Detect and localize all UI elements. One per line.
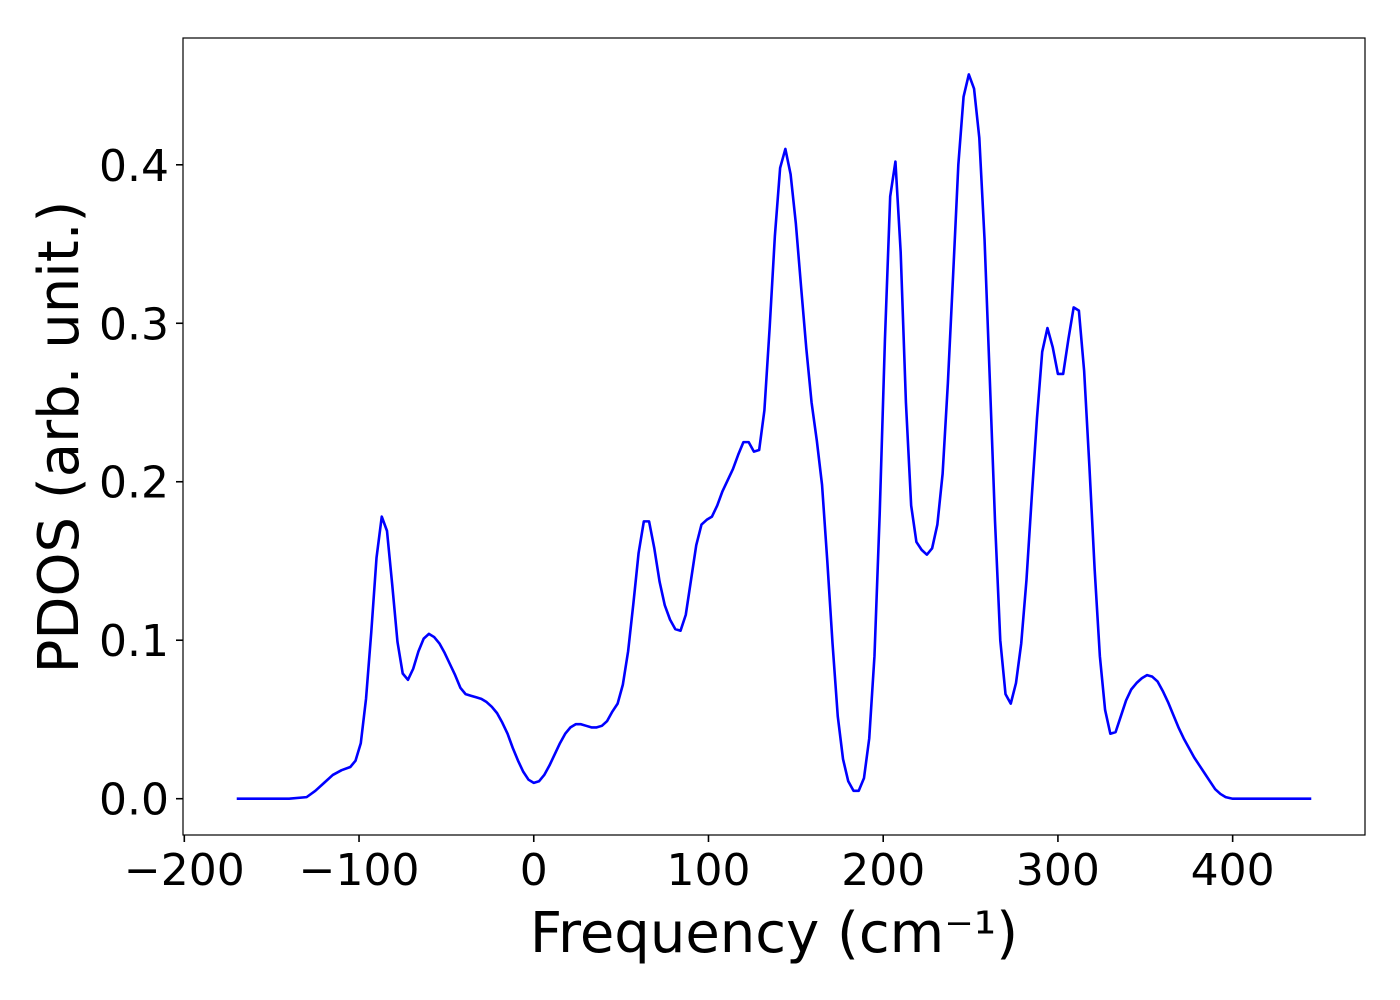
x-tick-label: 100 xyxy=(666,845,750,896)
x-tick-label: 400 xyxy=(1191,845,1275,896)
y-tick-label: 0.1 xyxy=(99,616,169,667)
y-tick-label: 0.0 xyxy=(99,775,169,826)
y-tick-label: 0.4 xyxy=(99,141,169,192)
data-line xyxy=(236,73,1312,801)
x-tick-label: −200 xyxy=(124,845,245,896)
plot-frame xyxy=(182,37,1366,836)
y-axis-label: PDOS (arb. unit.) xyxy=(27,201,92,674)
y-tick-label: 0.3 xyxy=(99,299,169,350)
y-tick-label: 0.2 xyxy=(99,458,169,509)
x-axis-label: Frequency (cm⁻¹) xyxy=(530,901,1018,966)
x-tick-label: −100 xyxy=(299,845,420,896)
x-tick-label: 0 xyxy=(520,845,548,896)
x-tick-label: 300 xyxy=(1016,845,1100,896)
x-tick-label: 200 xyxy=(841,845,925,896)
